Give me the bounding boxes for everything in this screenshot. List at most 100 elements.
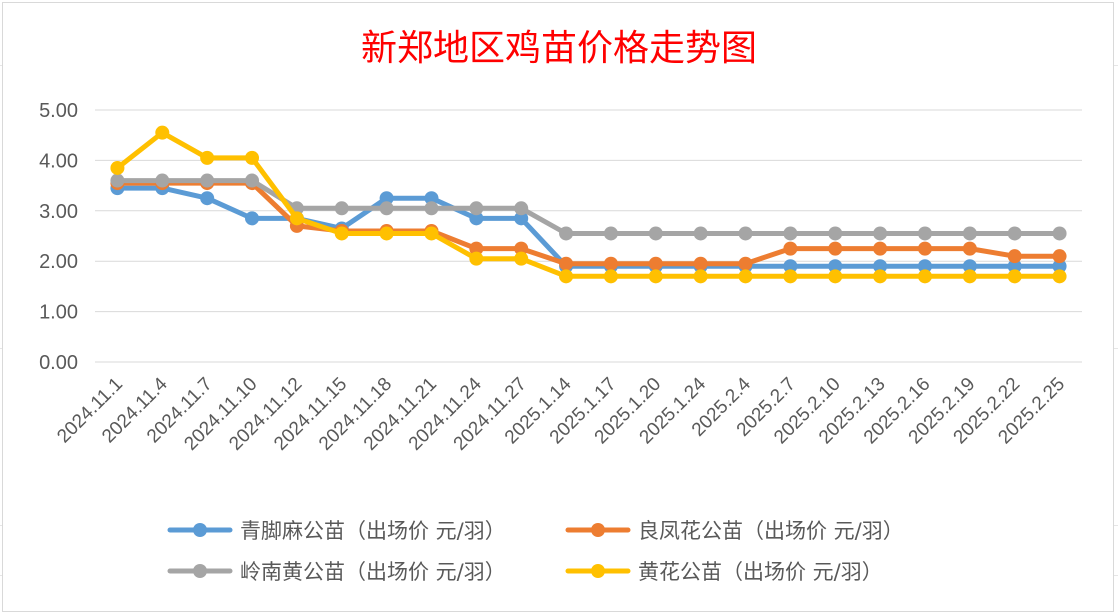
legend-item[interactable]: 青脚麻公苗（出场价 元/羽）	[167, 519, 506, 543]
data-point	[828, 226, 843, 241]
data-point	[559, 256, 574, 271]
legend-item[interactable]: 良凤花公苗（出场价 元/羽）	[565, 519, 904, 543]
series-3	[110, 173, 1067, 241]
y-tick-label: 0.00	[39, 352, 78, 374]
legend-label: 黄花公苗（出场价 元/羽）	[638, 560, 883, 584]
y-tick-label: 5.00	[39, 100, 78, 122]
data-point	[424, 201, 439, 216]
series-line	[114, 130, 1063, 279]
y-tick-label: 4.00	[39, 150, 78, 172]
y-tick-label: 3.00	[39, 201, 78, 223]
data-point	[1007, 249, 1022, 264]
legend: 青脚麻公苗（出场价 元/羽） 良凤花公苗（出场价 元/羽） 岭南黄公苗（出场价 元/…	[167, 519, 904, 584]
data-point	[289, 211, 304, 226]
data-point	[514, 201, 529, 216]
data-point	[917, 269, 932, 284]
legend-marker	[193, 523, 207, 537]
legend-marker	[591, 564, 605, 578]
legend-item[interactable]: 黄花公苗（出场价 元/羽）	[565, 560, 883, 584]
data-point	[693, 269, 708, 284]
data-point	[245, 173, 260, 188]
series-4	[110, 125, 1067, 284]
data-point	[559, 226, 574, 241]
y-tick-label: 1.00	[39, 302, 78, 324]
legend-marker	[591, 523, 605, 537]
data-point	[962, 259, 977, 274]
data-point	[469, 201, 484, 216]
data-point	[828, 269, 843, 284]
data-point	[738, 226, 753, 241]
data-point	[110, 160, 125, 175]
data-point	[469, 211, 484, 226]
data-point	[828, 259, 843, 274]
data-point	[1007, 259, 1022, 274]
chart-title: 新郑地区鸡苗价格走势图	[361, 28, 757, 69]
data-point	[559, 269, 574, 284]
x-axis-ticks: 2024.11.12024.11.42024.11.72024.11.10202…	[53, 373, 1069, 454]
data-point	[469, 251, 484, 266]
data-point	[155, 173, 170, 188]
series-line	[114, 178, 1063, 236]
data-point	[1007, 269, 1022, 284]
data-point	[424, 226, 439, 241]
data-point	[648, 256, 663, 271]
data-point	[334, 201, 349, 216]
data-point	[379, 226, 394, 241]
data-point	[603, 226, 618, 241]
data-point	[783, 259, 798, 274]
y-tick-label: 2.00	[39, 251, 78, 273]
data-point	[1052, 226, 1067, 241]
data-point	[962, 269, 977, 284]
data-point	[155, 125, 170, 140]
data-point	[245, 150, 260, 165]
data-point	[873, 226, 888, 241]
data-point	[738, 269, 753, 284]
data-point	[962, 226, 977, 241]
data-point	[917, 226, 932, 241]
data-point	[783, 269, 798, 284]
data-point	[110, 173, 125, 188]
data-point	[334, 226, 349, 241]
data-point	[693, 226, 708, 241]
series-lines	[110, 125, 1067, 284]
y-axis-ticks: 0.00 1.00 2.00 3.00 4.00 5.00	[39, 100, 78, 374]
data-point	[917, 259, 932, 274]
data-point	[514, 251, 529, 266]
data-point	[379, 201, 394, 216]
data-point	[200, 173, 215, 188]
legend-label: 良凤花公苗（出场价 元/羽）	[638, 519, 904, 543]
data-point	[1052, 259, 1067, 274]
data-point	[873, 259, 888, 274]
data-point	[1052, 249, 1067, 264]
data-point	[648, 226, 663, 241]
data-point	[693, 256, 708, 271]
legend-marker	[193, 564, 207, 578]
data-point	[738, 256, 753, 271]
legend-label: 岭南黄公苗（出场价 元/羽）	[240, 560, 506, 584]
data-point	[648, 269, 663, 284]
data-point	[1052, 269, 1067, 284]
data-point	[873, 269, 888, 284]
legend-item[interactable]: 岭南黄公苗（出场价 元/羽）	[167, 560, 506, 584]
series-line	[114, 180, 1063, 267]
data-point	[603, 269, 618, 284]
data-point	[917, 241, 932, 256]
data-point	[379, 191, 394, 206]
data-point	[603, 256, 618, 271]
data-point	[200, 150, 215, 165]
data-point	[514, 211, 529, 226]
data-point	[469, 241, 484, 256]
data-point	[424, 191, 439, 206]
data-point	[783, 241, 798, 256]
data-point	[514, 241, 529, 256]
legend-label: 青脚麻公苗（出场价 元/羽）	[240, 519, 506, 543]
data-point	[783, 226, 798, 241]
data-point	[200, 191, 215, 206]
gridlines	[95, 109, 1082, 363]
series-line	[114, 185, 1063, 269]
data-point	[828, 241, 843, 256]
data-point	[873, 241, 888, 256]
data-point	[1007, 226, 1022, 241]
